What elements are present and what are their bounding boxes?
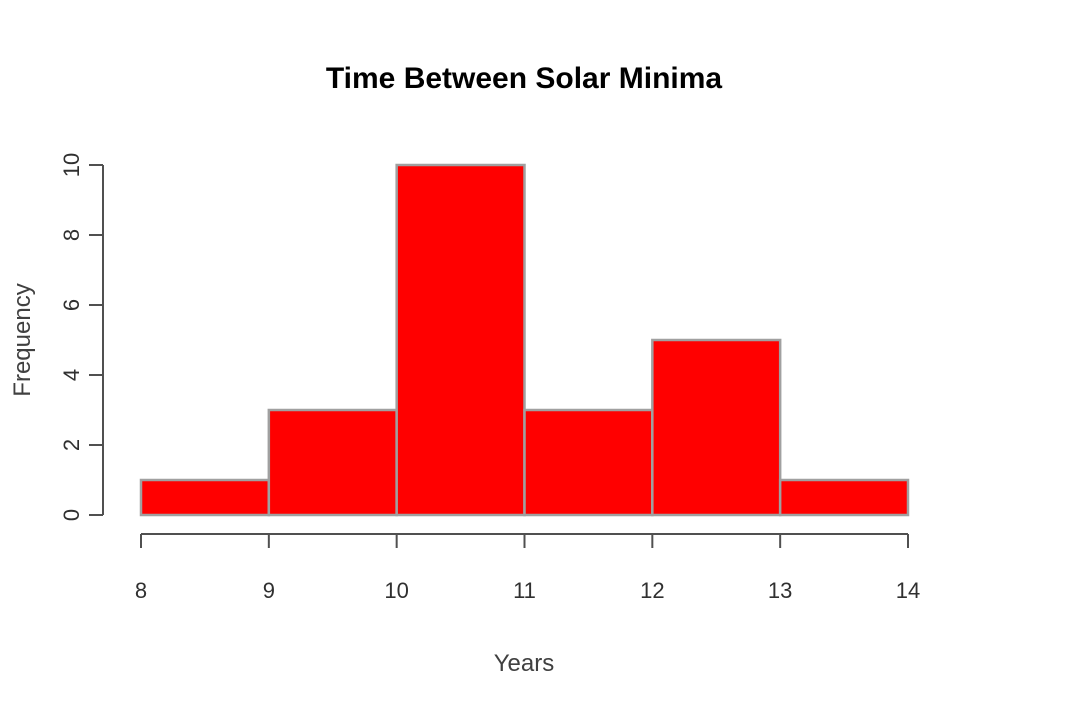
bars-group <box>139 163 910 517</box>
histogram-bar-8-9 <box>139 478 271 517</box>
y-axis: 0 2 4 6 8 10 <box>59 153 104 521</box>
x-axis-label: Years <box>494 650 555 677</box>
y-axis-label: Frequency <box>9 283 36 396</box>
histogram-bar-13-14 <box>778 478 910 517</box>
x-axis: 8 9 10 11 12 13 14 <box>135 533 920 603</box>
x-tick-label: 9 <box>263 578 275 603</box>
x-tick-label: 14 <box>896 578 920 603</box>
y-tick-label: 2 <box>59 439 84 451</box>
y-tick-label: 6 <box>59 299 84 311</box>
x-tick-label: 12 <box>640 578 664 603</box>
histogram-bar-10-11 <box>395 163 526 517</box>
y-tick-label: 10 <box>59 153 84 177</box>
y-tick-label: 0 <box>59 509 84 521</box>
x-tick-label: 8 <box>135 578 147 603</box>
x-tick-label: 11 <box>513 578 536 603</box>
y-tick-label: 8 <box>59 229 84 241</box>
x-tick-label: 10 <box>384 578 408 603</box>
y-tick-label: 4 <box>59 369 84 381</box>
x-tick-label: 13 <box>768 578 792 603</box>
histogram-bar-9-10 <box>267 408 398 517</box>
chart-title: Time Between Solar Minima <box>326 62 723 95</box>
histogram-bar-12-13 <box>651 338 782 517</box>
histogram-bar-11-12 <box>523 408 654 517</box>
